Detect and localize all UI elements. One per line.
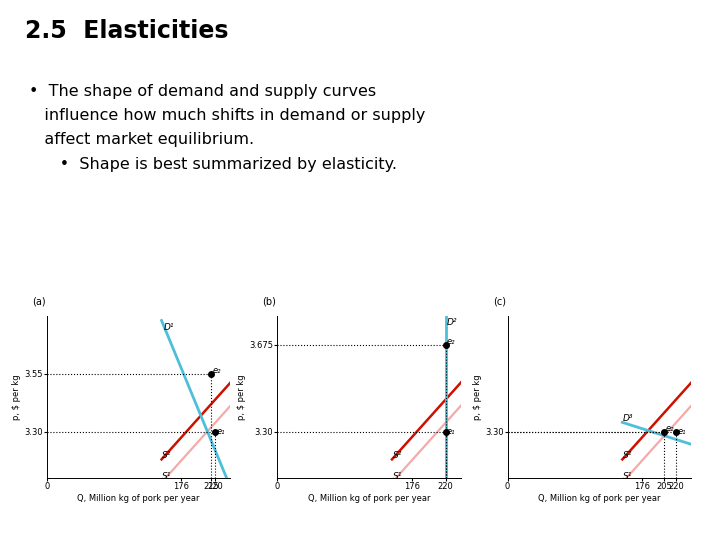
Text: e₁: e₁ <box>217 427 225 436</box>
Text: 2.5  Elasticities: 2.5 Elasticities <box>25 19 229 43</box>
Text: e₁: e₁ <box>447 427 456 436</box>
Y-axis label: p, $ per kg: p, $ per kg <box>12 374 21 420</box>
Text: (c): (c) <box>493 296 506 306</box>
Text: influence how much shifts in demand or supply: influence how much shifts in demand or s… <box>29 108 426 123</box>
Y-axis label: p, $ per kg: p, $ per kg <box>473 374 482 420</box>
Text: S²: S² <box>162 451 171 460</box>
Text: S²: S² <box>392 451 402 460</box>
Text: Copyright ©2014 Pearson Education, Inc. All rights reserved.: Copyright ©2014 Pearson Education, Inc. … <box>11 516 309 525</box>
Text: e₂: e₂ <box>666 424 675 433</box>
X-axis label: Q, Million kg of pork per year: Q, Million kg of pork per year <box>307 494 431 503</box>
Text: S¹: S¹ <box>162 472 171 481</box>
Text: 2-20: 2-20 <box>687 516 709 525</box>
Text: D³: D³ <box>623 414 634 423</box>
X-axis label: Q, Million kg of pork per year: Q, Million kg of pork per year <box>538 494 661 503</box>
Text: •  Shape is best summarized by elasticity.: • Shape is best summarized by elasticity… <box>29 157 397 172</box>
Text: S¹: S¹ <box>623 472 632 481</box>
Text: S¹: S¹ <box>392 472 402 481</box>
Text: S²: S² <box>623 451 632 460</box>
Text: D¹: D¹ <box>164 323 174 332</box>
Y-axis label: p, $ per kg: p, $ per kg <box>238 374 246 420</box>
X-axis label: Q, Million kg of pork per year: Q, Million kg of pork per year <box>77 494 200 503</box>
Text: e₁: e₁ <box>678 427 686 436</box>
Text: e₂: e₂ <box>447 337 456 346</box>
Text: e₂: e₂ <box>213 366 221 375</box>
Text: •  The shape of demand and supply curves: • The shape of demand and supply curves <box>29 84 376 99</box>
Text: affect market equilibrium.: affect market equilibrium. <box>29 132 254 147</box>
Text: D²: D² <box>447 318 457 327</box>
Text: (a): (a) <box>32 296 46 306</box>
Text: (b): (b) <box>263 296 276 306</box>
